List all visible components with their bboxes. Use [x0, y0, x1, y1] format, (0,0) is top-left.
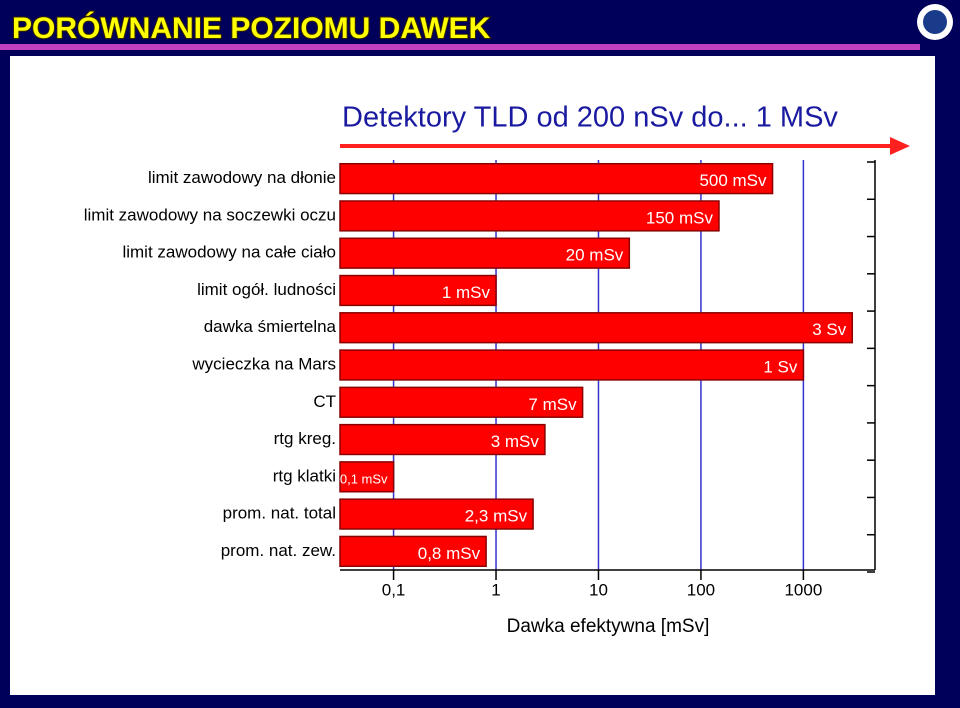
- value-label: 7 mSv: [528, 395, 577, 414]
- value-label: 20 mSv: [566, 246, 624, 265]
- category-label: limit ogół. ludności: [197, 280, 336, 299]
- bar: [339, 237, 631, 269]
- value-label: 500 mSv: [699, 171, 767, 190]
- bar: [339, 386, 584, 418]
- value-label: 1 Sv: [763, 357, 798, 376]
- bar: [339, 498, 534, 530]
- value-label: 0,8 mSv: [418, 544, 481, 563]
- x-tick-label: 1: [491, 580, 500, 599]
- x-tick-label: 0,1: [382, 580, 406, 599]
- category-label: limit zawodowy na dłonie: [148, 168, 336, 187]
- x-axis-label: Dawka efektywna [mSv]: [507, 616, 710, 637]
- category-label: limit zawodowy na soczewki oczu: [84, 205, 336, 224]
- logo-shape: [923, 10, 947, 34]
- x-tick-label: 100: [687, 580, 715, 599]
- bar: [339, 423, 546, 456]
- logo: [917, 4, 953, 40]
- value-label: 0,1 mSv: [340, 471, 388, 486]
- bar: [339, 535, 487, 568]
- value-label: 3 Sv: [812, 320, 847, 339]
- bar: [339, 274, 497, 307]
- category-label: rtg kreg.: [274, 429, 336, 448]
- bar: [339, 349, 805, 381]
- arrow-head: [890, 137, 910, 155]
- slide-title: PORÓWNANIE POZIOMU DAWEK: [12, 11, 491, 45]
- category-label: prom. nat. total: [223, 504, 336, 523]
- category-label: prom. nat. zew.: [221, 541, 336, 560]
- value-label: 150 mSv: [646, 208, 714, 227]
- value-label: 1 mSv: [442, 283, 491, 302]
- bar: [339, 461, 395, 493]
- category-label: dawka śmiertelna: [204, 317, 337, 336]
- category-label: rtg klatki: [273, 466, 336, 485]
- x-tick-label: 1000: [784, 580, 822, 599]
- x-tick-label: 10: [589, 580, 608, 599]
- category-label: CT: [313, 392, 336, 411]
- bar: [339, 312, 854, 344]
- bar: [339, 162, 774, 195]
- title-underline: [0, 44, 920, 50]
- bar: [339, 200, 720, 232]
- subtitle: Detektory TLD od 200 nSv do... 1 MSv: [342, 102, 838, 134]
- category-label: limit zawodowy na całe ciało: [122, 243, 336, 262]
- value-label: 2,3 mSv: [465, 507, 528, 526]
- category-label: wycieczka na Mars: [191, 354, 336, 373]
- value-label: 3 mSv: [491, 432, 540, 451]
- arrow: [340, 137, 910, 155]
